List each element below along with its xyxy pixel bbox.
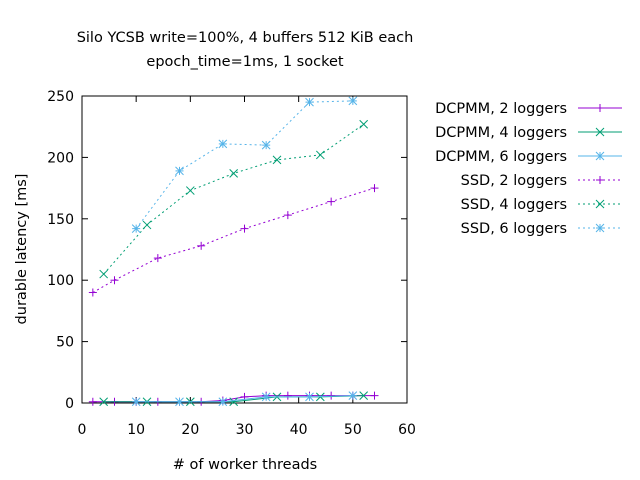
data-point <box>272 155 282 165</box>
data-point <box>327 197 336 206</box>
data-point <box>261 140 271 150</box>
x-axis-label: # of worker threads <box>173 457 318 473</box>
data-point <box>305 392 314 402</box>
legend-label: DCPMM, 4 loggers <box>435 125 567 141</box>
legend-swatch-marker <box>595 127 605 137</box>
data-point <box>88 397 97 406</box>
series-1 <box>88 391 379 406</box>
series-line <box>103 123 364 275</box>
data-point <box>218 397 228 407</box>
y-tick-label: 100 <box>47 273 74 289</box>
legend-item: SSD, 6 loggers <box>461 221 622 237</box>
legend-swatch-marker <box>595 151 605 161</box>
data-point <box>110 276 119 285</box>
legend-label: DCPMM, 6 loggers <box>435 149 567 165</box>
x-tick-label: 60 <box>398 422 416 438</box>
y-axis: 0 50 100 150 200 250 <box>47 89 407 412</box>
data-point <box>99 269 109 279</box>
chart-title: Silo YCSB write=100%, 4 buffers 512 KiB … <box>77 30 414 70</box>
plot-area-frame <box>81 95 408 404</box>
data-point <box>185 186 195 195</box>
data-point <box>370 184 379 193</box>
series-5 <box>99 119 369 279</box>
legend-swatch-marker <box>595 199 605 209</box>
legend-item: SSD, 2 loggers <box>461 173 622 189</box>
series-line <box>135 100 353 229</box>
legend-label: DCPMM, 2 loggers <box>435 101 567 117</box>
legend-label: SSD, 2 loggers <box>461 173 567 189</box>
chart-title-line-1: Silo YCSB write=100%, 4 buffers 512 KiB … <box>77 30 414 46</box>
data-point <box>283 391 292 400</box>
x-tick-label: 0 <box>78 422 87 438</box>
data-point <box>175 166 184 176</box>
data-point <box>370 391 379 400</box>
x-tick-label: 20 <box>181 422 199 438</box>
data-point <box>153 254 162 263</box>
y-tick-label: 50 <box>56 335 74 351</box>
data-point <box>175 397 184 407</box>
x-tick-label: 30 <box>236 422 254 438</box>
legend-swatch-marker <box>596 104 604 112</box>
series-line <box>92 187 375 293</box>
data-point <box>99 397 109 407</box>
data-point <box>348 96 358 106</box>
y-tick-label: 200 <box>47 150 74 166</box>
data-point <box>131 224 141 233</box>
data-point <box>88 288 97 297</box>
legend-item: DCPMM, 2 loggers <box>435 101 622 117</box>
data-point <box>283 211 292 220</box>
data-point <box>315 150 325 160</box>
y-tick-label: 150 <box>47 212 74 228</box>
data-point <box>327 391 336 400</box>
chart-title-line-2: epoch_time=1ms, 1 socket <box>146 54 343 70</box>
legend-item: DCPMM, 4 loggers <box>435 125 622 141</box>
legend-swatch-marker <box>595 223 605 233</box>
series-line <box>136 395 353 403</box>
legend-label: SSD, 4 loggers <box>461 197 567 213</box>
data-point <box>142 220 152 230</box>
x-tick-label: 10 <box>127 422 145 438</box>
x-axis: 0 10 20 30 40 50 60 <box>78 96 416 438</box>
data-point <box>359 119 369 129</box>
y-axis-label: durable latency [ms] <box>14 174 30 325</box>
data-point <box>229 169 239 178</box>
data-point <box>261 392 271 402</box>
x-tick-label: 40 <box>290 422 308 438</box>
legend: DCPMM, 2 loggers DCPMM, 4 loggers DCPMM, 6… <box>435 101 622 237</box>
data-point <box>359 391 369 400</box>
data-point <box>229 397 239 407</box>
data-point <box>348 391 358 400</box>
data-point <box>218 139 228 149</box>
data-point <box>131 397 141 407</box>
legend-swatch-marker <box>596 176 604 184</box>
data-point <box>197 241 206 250</box>
plot-series <box>88 96 379 407</box>
legend-label: SSD, 6 loggers <box>461 221 567 237</box>
series-6 <box>131 96 358 233</box>
legend-item: SSD, 4 loggers <box>461 197 622 213</box>
series-3 <box>131 391 358 407</box>
data-point <box>305 97 314 107</box>
legend-item: DCPMM, 6 loggers <box>435 149 622 165</box>
y-tick-label: 250 <box>47 89 74 105</box>
x-tick-label: 50 <box>344 422 362 438</box>
series-4 <box>88 184 379 297</box>
data-point <box>240 224 249 233</box>
y-tick-label: 0 <box>65 396 74 412</box>
